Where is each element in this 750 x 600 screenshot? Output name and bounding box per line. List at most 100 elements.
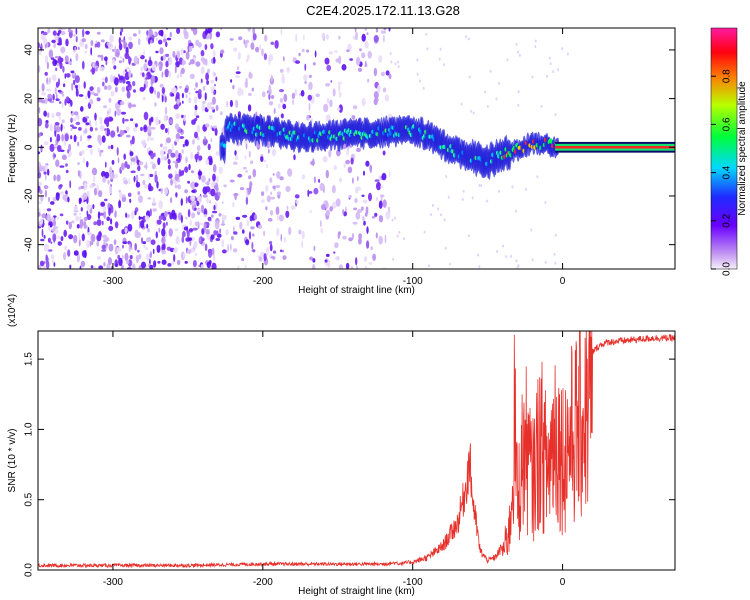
- noise-speckle: [165, 41, 168, 48]
- noise-speckle: [510, 254, 513, 258]
- noise-speckle: [105, 128, 111, 137]
- noise-speckle: [394, 62, 397, 66]
- noise-speckle: [366, 226, 369, 234]
- noise-speckle: [70, 127, 73, 132]
- noise-speckle: [437, 207, 440, 211]
- noise-speckle: [383, 34, 385, 43]
- top-y-tick-label: 20: [24, 93, 35, 105]
- noise-speckle: [382, 150, 386, 156]
- noise-speckle: [46, 208, 52, 212]
- noise-speckle: [162, 242, 166, 251]
- noise-speckle: [363, 170, 365, 176]
- noise-speckle: [460, 102, 463, 106]
- noise-speckle: [39, 165, 44, 172]
- noise-speckle: [187, 180, 191, 184]
- noise-speckle: [194, 182, 199, 188]
- noise-speckle: [152, 197, 156, 205]
- noise-speckle: [135, 181, 141, 188]
- noise-speckle: [378, 235, 383, 245]
- noise-speckle: [180, 198, 183, 206]
- noise-speckle: [174, 184, 178, 189]
- noise-speckle: [378, 55, 383, 63]
- noise-speckle: [124, 252, 129, 262]
- noise-speckle: [210, 234, 215, 240]
- noise-speckle: [108, 185, 113, 194]
- noise-speckle: [158, 227, 161, 233]
- noise-speckle: [129, 198, 132, 203]
- noise-speckle: [201, 228, 205, 235]
- noise-speckle: [59, 101, 62, 104]
- noise-speckle: [212, 210, 218, 214]
- noise-speckle: [111, 160, 115, 165]
- noise-speckle: [205, 123, 210, 128]
- noise-speckle: [381, 172, 387, 181]
- noise-speckle: [325, 33, 329, 40]
- noise-speckle: [70, 111, 73, 114]
- noise-speckle: [212, 50, 216, 58]
- noise-speckle: [364, 266, 368, 269]
- noise-speckle: [188, 163, 191, 171]
- noise-speckle: [153, 260, 157, 268]
- noise-speckle: [56, 216, 60, 220]
- noise-speckle: [347, 166, 353, 174]
- noise-speckle: [57, 28, 63, 31]
- noise-speckle: [164, 187, 168, 196]
- noise-speckle: [58, 37, 62, 46]
- noise-speckle: [59, 116, 61, 121]
- noise-speckle: [121, 111, 126, 115]
- noise-speckle: [142, 241, 147, 245]
- noise-speckle: [370, 165, 372, 174]
- noise-speckle: [53, 42, 56, 49]
- noise-speckle: [59, 213, 64, 217]
- noise-speckle: [130, 157, 136, 162]
- noise-speckle: [204, 243, 208, 252]
- noise-speckle: [472, 111, 475, 115]
- noise-speckle: [67, 249, 71, 257]
- noise-speckle: [269, 177, 273, 183]
- noise-speckle: [78, 212, 82, 216]
- noise-speckle: [283, 93, 288, 103]
- noise-speckle: [332, 88, 336, 97]
- noise-speckle: [295, 33, 298, 42]
- noise-speckle: [206, 80, 210, 85]
- noise-speckle: [233, 47, 238, 52]
- noise-speckle: [106, 121, 110, 128]
- noise-speckle: [177, 179, 181, 183]
- noise-speckle: [140, 173, 145, 177]
- noise-speckle: [391, 218, 394, 222]
- noise-speckle: [181, 59, 185, 66]
- noise-speckle: [235, 216, 241, 220]
- noise-speckle: [96, 241, 100, 247]
- noise-speckle: [287, 168, 293, 177]
- noise-speckle: [206, 180, 210, 185]
- noise-speckle: [133, 175, 136, 183]
- noise-speckle: [75, 88, 79, 97]
- noise-speckle: [148, 28, 153, 38]
- noise-speckle: [63, 252, 67, 261]
- noise-speckle: [174, 173, 180, 182]
- noise-speckle: [143, 126, 147, 130]
- noise-speckle: [298, 52, 301, 57]
- noise-speckle: [506, 58, 509, 62]
- noise-speckle: [139, 54, 142, 57]
- noise-speckle: [333, 165, 337, 171]
- noise-speckle: [115, 48, 120, 58]
- noise-speckle: [338, 264, 343, 269]
- noise-speckle: [51, 112, 55, 119]
- noise-speckle: [152, 208, 157, 212]
- noise-speckle: [245, 170, 248, 173]
- noise-speckle: [384, 94, 390, 102]
- noise-speckle: [173, 254, 176, 262]
- noise-speckle: [63, 125, 66, 130]
- noise-speckle: [235, 75, 240, 79]
- snr-line: [38, 331, 675, 569]
- noise-speckle: [210, 102, 214, 105]
- noise-speckle: [53, 174, 57, 182]
- noise-speckle: [50, 254, 55, 260]
- noise-speckle: [244, 264, 247, 269]
- noise-speckle: [189, 59, 195, 65]
- noise-speckle: [312, 263, 316, 269]
- noise-speckle: [164, 106, 168, 115]
- noise-speckle: [214, 83, 216, 87]
- noise-speckle: [448, 262, 451, 266]
